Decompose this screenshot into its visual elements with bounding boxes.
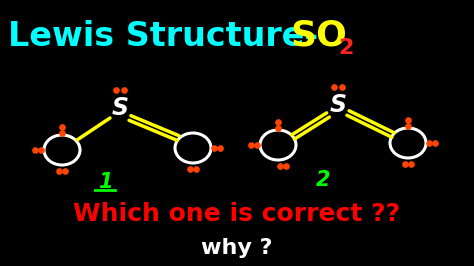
Text: 2: 2	[316, 170, 330, 190]
Text: 1: 1	[98, 172, 112, 192]
Text: S: S	[111, 96, 128, 120]
Text: S: S	[329, 93, 346, 117]
Text: Lewis Structure-: Lewis Structure-	[8, 19, 318, 52]
Text: Which one is correct ??: Which one is correct ??	[73, 202, 401, 226]
Text: SO: SO	[290, 19, 347, 53]
Text: 2: 2	[338, 38, 354, 58]
Text: why ?: why ?	[201, 238, 273, 258]
